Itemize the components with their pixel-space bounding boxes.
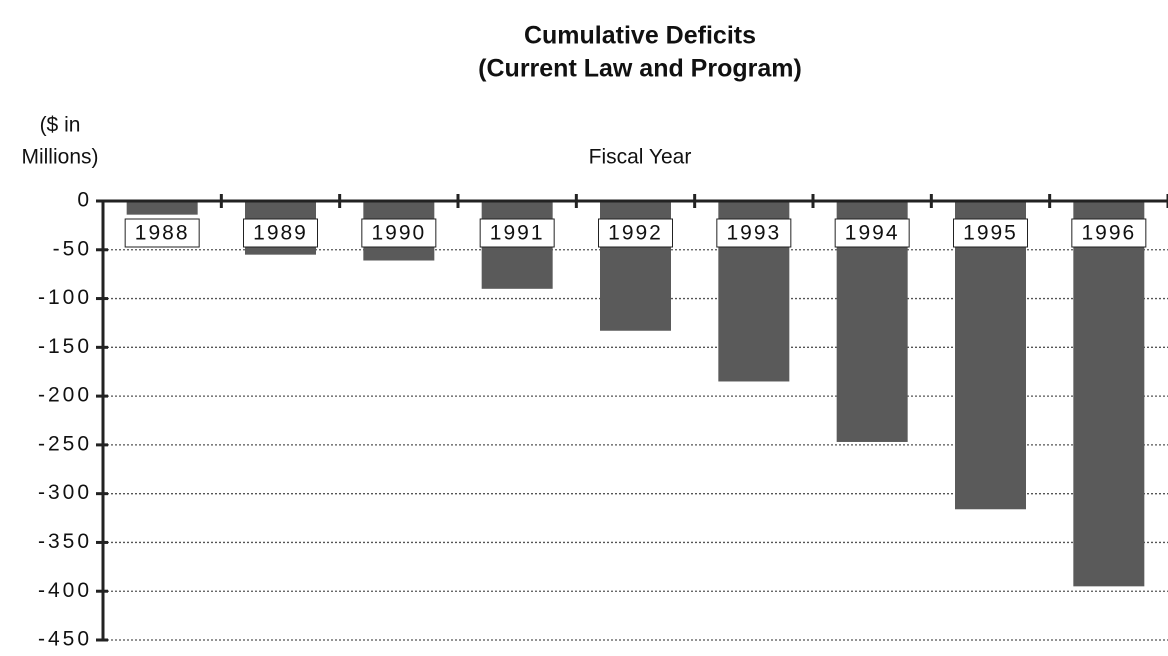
x-tick-label: 1996	[1081, 222, 1136, 245]
category-box	[716, 218, 792, 248]
y-axis-label: Millions)	[21, 146, 98, 169]
bar	[126, 201, 198, 215]
x-tick-label: 1993	[726, 222, 781, 245]
category-box	[479, 218, 555, 248]
y-tick-label: -350	[38, 530, 92, 553]
x-tick-label: 1995	[963, 222, 1018, 245]
category-box	[361, 218, 437, 248]
y-tick-label: -400	[38, 579, 92, 602]
bar	[955, 201, 1026, 510]
category-box	[124, 218, 200, 248]
category-box	[598, 218, 673, 248]
y-tick-label: -200	[38, 384, 92, 407]
x-tick-label: 1992	[608, 222, 663, 245]
category-box	[1071, 218, 1147, 248]
x-tick-label: 1988	[135, 222, 190, 245]
chart-subtitle: (Current Law and Program)	[478, 55, 802, 83]
y-tick-label: -450	[38, 628, 92, 651]
x-tick-label: 1994	[845, 222, 900, 245]
category-box	[953, 218, 1028, 248]
y-axis-label: ($ in	[40, 114, 81, 137]
x-tick-label: 1991	[490, 222, 545, 245]
x-tick-label: 1989	[253, 222, 308, 245]
bar	[1073, 201, 1145, 587]
category-box	[243, 218, 318, 248]
y-tick-label: -300	[38, 481, 92, 504]
x-tick-label: 1990	[371, 222, 426, 245]
chart-title: Cumulative Deficits	[524, 22, 756, 50]
y-tick-label: -150	[38, 335, 92, 358]
category-box	[834, 218, 910, 248]
x-axis-label: Fiscal Year	[589, 146, 692, 169]
y-tick-label: -50	[53, 237, 92, 260]
y-tick-label: -100	[38, 286, 92, 309]
y-tick-label: -250	[38, 432, 92, 455]
y-tick-label: 0	[77, 189, 92, 212]
